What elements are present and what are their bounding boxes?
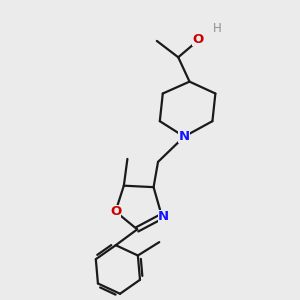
Text: N: N — [178, 130, 190, 143]
Text: O: O — [193, 33, 204, 46]
Text: N: N — [158, 210, 169, 223]
Text: H: H — [212, 22, 221, 35]
Text: O: O — [110, 205, 121, 218]
